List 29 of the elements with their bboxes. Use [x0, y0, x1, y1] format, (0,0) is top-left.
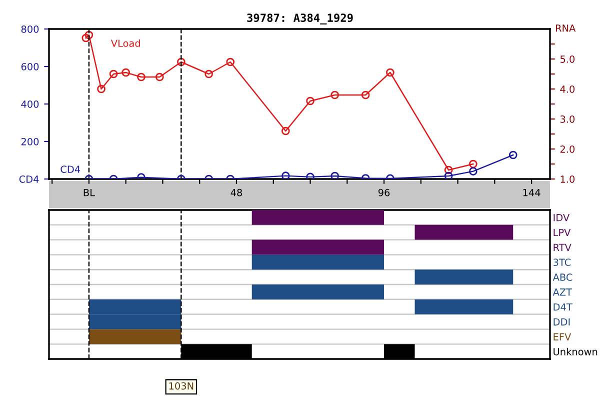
- y2-tick-label: 5.0: [560, 55, 575, 63]
- y-tick-label: ABC: [552, 274, 572, 281]
- chart-title: 39787: A384_1929: [247, 14, 353, 24]
- x-tick-label: 48: [230, 188, 242, 196]
- y-tick-label: 800: [21, 25, 39, 33]
- text: 103N: [169, 382, 194, 390]
- y-tick-label: IDV: [554, 214, 570, 222]
- y-tick-label: AZT: [552, 288, 572, 296]
- y2-tick-label: 1.0: [560, 175, 575, 183]
- y-tick-label: EFV: [554, 333, 572, 340]
- y-tick-label: 400: [21, 100, 39, 108]
- y2-tick-label: 2.0: [560, 145, 575, 153]
- y2-tick-label: 4.0: [560, 85, 575, 93]
- y-tick-label: 3TC: [554, 258, 571, 266]
- series-label: CD4: [60, 166, 80, 173]
- y-tick-label: DDI: [554, 318, 570, 326]
- x-tick-label: 96: [378, 188, 390, 196]
- y-tick-label: D4T: [554, 303, 572, 311]
- x-tick-label: BL: [84, 189, 95, 196]
- y-tick-label: Unknown: [554, 348, 598, 356]
- y-tick-label: LPV: [554, 228, 571, 236]
- series-label: VLoad: [110, 39, 140, 47]
- y2-axis-title: RNA: [556, 24, 576, 32]
- y-tick-label: 200: [21, 138, 39, 146]
- y2-tick-label: 3.0: [560, 115, 575, 123]
- y-tick-label: RTV: [554, 244, 572, 251]
- y-tick-label: 600: [21, 62, 39, 70]
- y-tick-label: CD4: [19, 175, 39, 183]
- x-tick-label: 144: [523, 189, 540, 196]
